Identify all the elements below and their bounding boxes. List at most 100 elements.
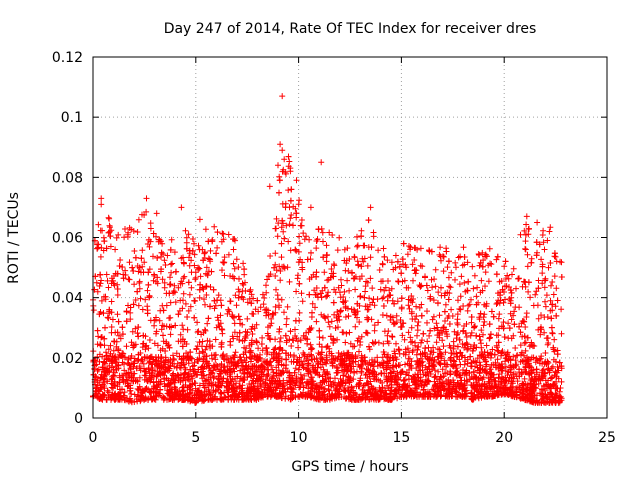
data-point [301, 351, 308, 358]
data-point [507, 310, 514, 317]
data-point [253, 321, 260, 328]
data-point [297, 383, 304, 390]
data-point [419, 367, 426, 374]
data-point [231, 275, 238, 282]
data-point [464, 360, 471, 367]
data-point [106, 368, 113, 375]
data-point [544, 366, 551, 373]
data-point [551, 250, 558, 257]
data-point [225, 251, 232, 258]
data-point [184, 353, 191, 360]
data-point [145, 366, 152, 373]
data-point [446, 283, 453, 290]
data-point [356, 348, 362, 355]
data-point [522, 347, 529, 354]
data-point [424, 287, 431, 294]
data-point [405, 390, 412, 397]
data-point [332, 380, 338, 386]
data-point [111, 338, 118, 345]
data-point [280, 228, 287, 235]
data-point [270, 349, 277, 356]
data-point [292, 392, 299, 399]
data-point [241, 377, 248, 384]
data-point [191, 362, 198, 369]
data-point [200, 257, 207, 264]
data-point [501, 380, 508, 387]
data-point [149, 372, 156, 379]
data-point [468, 395, 475, 402]
data-point [365, 366, 372, 373]
data-point [552, 358, 559, 365]
data-point [303, 329, 310, 336]
data-point [450, 345, 457, 352]
data-point [94, 288, 101, 295]
data-point [364, 262, 371, 269]
data-point [264, 358, 271, 365]
data-point [320, 254, 327, 261]
data-point [177, 379, 184, 385]
data-point [411, 244, 418, 251]
data-point [415, 343, 422, 350]
data-point [179, 343, 186, 350]
data-point [477, 259, 484, 266]
data-point [267, 322, 274, 329]
data-point [526, 225, 532, 232]
data-point [134, 330, 141, 337]
data-point [460, 244, 467, 251]
data-point [424, 366, 431, 373]
data-point [379, 261, 386, 268]
data-point [422, 350, 428, 357]
data-point [168, 269, 175, 276]
data-point [286, 278, 293, 285]
data-point [225, 389, 232, 396]
data-point [379, 312, 386, 318]
data-point [541, 370, 548, 377]
data-point [507, 369, 514, 376]
data-point [369, 285, 376, 292]
data-point [258, 369, 265, 376]
data-point [552, 303, 559, 310]
data-point [445, 296, 452, 303]
data-point [362, 283, 369, 290]
data-point [435, 289, 442, 296]
data-point [435, 368, 442, 375]
data-point [157, 372, 164, 378]
data-point [359, 365, 365, 372]
data-point [239, 396, 246, 403]
data-point [428, 276, 435, 283]
data-point [434, 299, 441, 306]
data-point [280, 220, 286, 227]
data-point [119, 359, 126, 366]
data-point [499, 348, 506, 355]
data-point [467, 353, 474, 360]
data-point [106, 222, 113, 229]
data-point [471, 342, 478, 348]
data-point [443, 361, 449, 368]
data-point [361, 242, 368, 249]
data-point [551, 336, 558, 343]
data-point [287, 215, 294, 222]
data-point [272, 250, 279, 257]
data-point [325, 319, 332, 326]
data-point [123, 376, 130, 383]
data-point [345, 354, 352, 361]
data-point [416, 304, 423, 311]
data-point [502, 358, 509, 365]
data-point [392, 320, 398, 327]
data-point [538, 256, 545, 263]
data-point [409, 338, 416, 345]
data-point [328, 383, 335, 390]
data-point [556, 388, 563, 395]
data-point [205, 315, 212, 322]
data-point [474, 355, 481, 362]
data-point [166, 281, 173, 288]
data-point [405, 329, 412, 336]
data-point [349, 270, 356, 277]
data-point [314, 393, 321, 400]
data-point [131, 281, 138, 288]
data-point [526, 387, 533, 394]
data-point [273, 215, 280, 222]
data-point [220, 231, 227, 237]
data-point [172, 299, 179, 306]
data-point [96, 283, 103, 289]
